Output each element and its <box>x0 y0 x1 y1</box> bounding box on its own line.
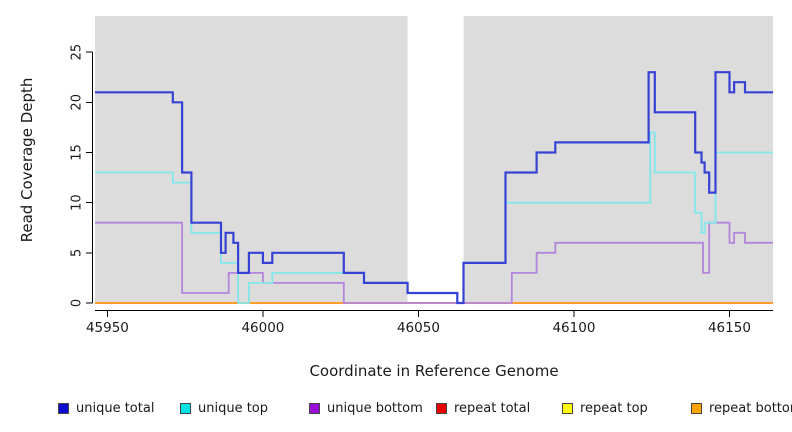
legend-label-repeat-bottom: repeat bottom <box>709 400 792 416</box>
legend-swatch-repeat-total <box>436 402 447 414</box>
legend-swatch-unique-top <box>180 402 191 414</box>
legend-label-unique-total: unique total <box>76 400 155 416</box>
y-tick-label: 15 <box>70 144 85 161</box>
legend-item-unique-bottom: unique bottom <box>309 399 423 417</box>
legend-item-repeat-total: repeat total <box>436 399 530 417</box>
no-data-mask-band <box>407 16 464 303</box>
legend-label-unique-top: unique top <box>198 400 269 416</box>
x-tick-label: 46100 <box>552 320 595 336</box>
y-axis-title: Read Coverage Depth <box>18 77 36 243</box>
y-tick-label: 10 <box>70 194 85 211</box>
y-tick-label: 5 <box>70 249 85 257</box>
legend-label-repeat-total: repeat total <box>454 400 531 416</box>
legend-item-repeat-bottom: repeat bottom <box>691 399 792 417</box>
legend-item-repeat-top: repeat top <box>562 399 648 417</box>
coverage-chart-canvas: 0 5 10 15 20 25 45950 46000 46050 46100 46150 <box>70 16 773 336</box>
legend-item-unique-top: unique top <box>180 399 268 417</box>
series-line-unique-bottom <box>95 221 773 304</box>
x-tick-label: 46050 <box>397 320 440 336</box>
x-tick-label: 46000 <box>241 320 284 336</box>
x-axis-title: Coordinate in Reference Genome <box>309 362 559 380</box>
legend-swatch-unique-bottom <box>309 402 320 414</box>
series-line-unique-total <box>95 71 773 305</box>
y-tick-label: 20 <box>70 94 85 111</box>
legend-label-unique-bottom: unique bottom <box>327 400 423 416</box>
legend-item-unique-total: unique total <box>58 399 154 417</box>
legend-swatch-repeat-bottom <box>691 402 702 414</box>
chart-legend: unique total unique top unique bottom repea… <box>0 399 792 421</box>
legend-label-repeat-top: repeat top <box>580 400 648 416</box>
legend-swatch-repeat-top <box>562 402 573 414</box>
x-tick-label: 45950 <box>86 320 129 336</box>
y-tick-label: 0 <box>70 299 85 307</box>
y-tick-label: 25 <box>70 44 85 61</box>
legend-swatch-unique-total <box>58 402 69 414</box>
x-tick-label: 46150 <box>708 320 751 336</box>
